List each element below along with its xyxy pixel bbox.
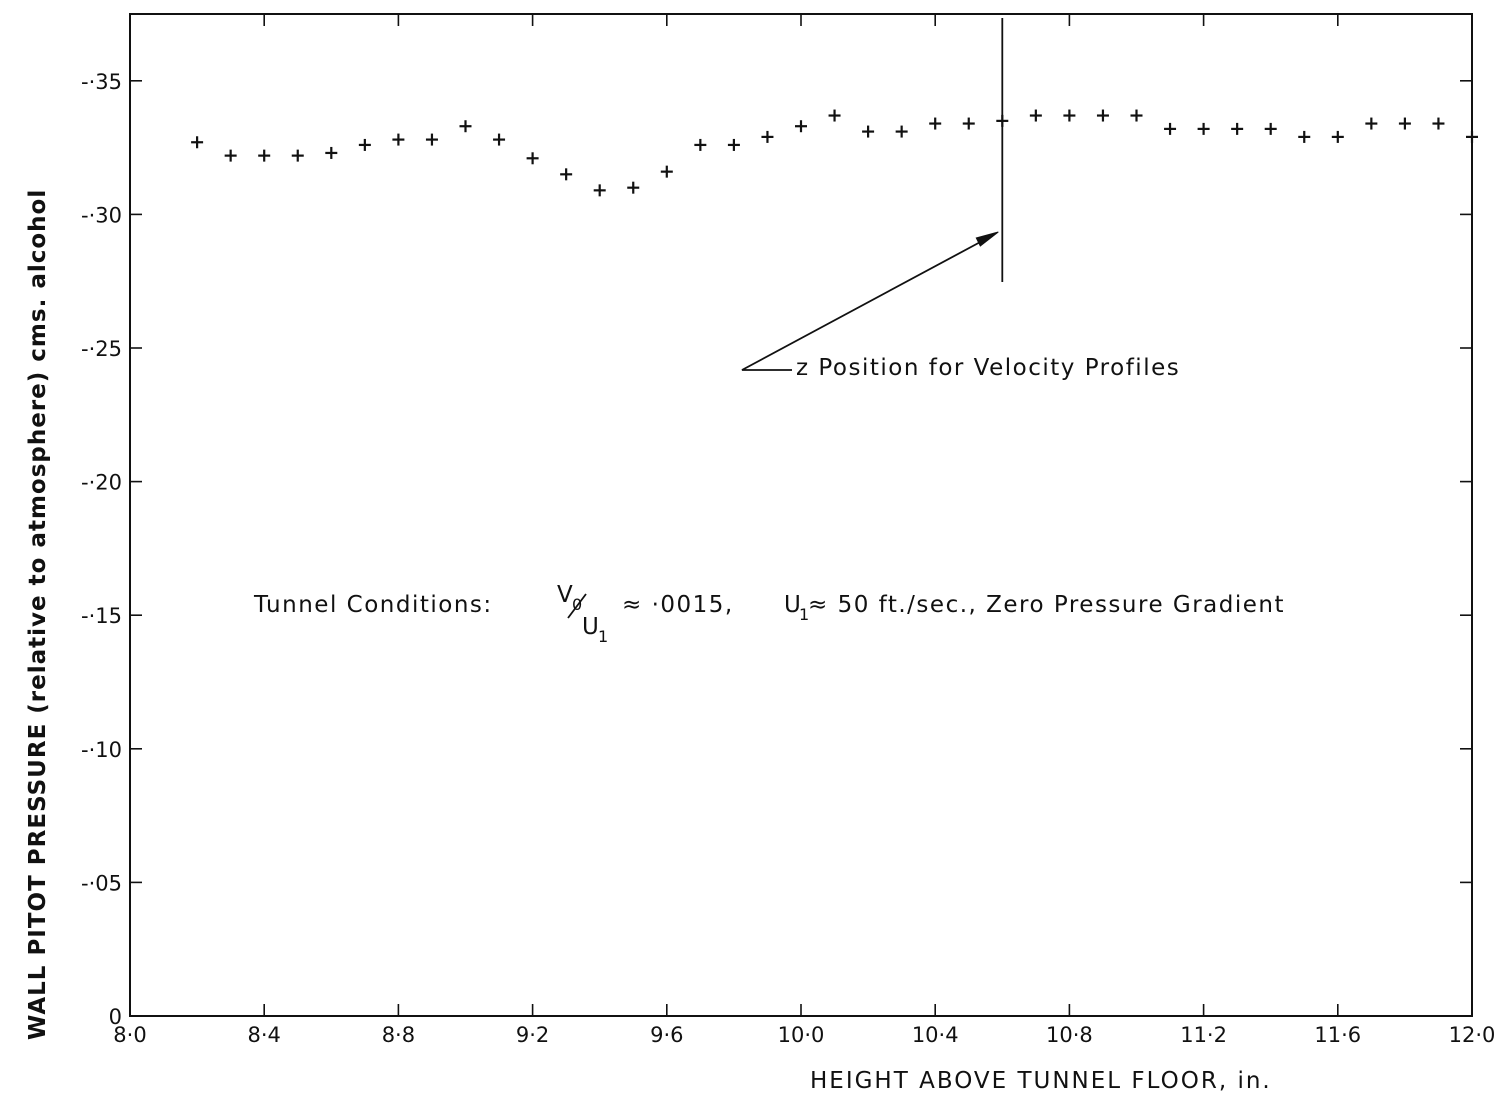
axis-ticks xyxy=(129,14,1473,1017)
position-arrow-head xyxy=(975,231,999,247)
u-symbol: U xyxy=(582,614,600,640)
x-tick-label: 11·6 xyxy=(1314,1023,1361,1047)
data-point xyxy=(1331,130,1344,143)
data-point xyxy=(258,149,271,162)
u-subscript: 1 xyxy=(598,627,610,646)
data-point xyxy=(660,165,673,178)
data-point xyxy=(1298,130,1311,143)
data-point xyxy=(1231,122,1244,135)
data-point xyxy=(560,168,573,181)
data-point xyxy=(795,120,807,133)
data-point xyxy=(627,181,640,194)
x-tick-label: 9·2 xyxy=(516,1023,549,1047)
data-point xyxy=(358,138,371,151)
y-tick-labels: 0 -·05 -·10 -·15 -·20 -·25 -·30 -·35 xyxy=(81,70,122,1029)
ratio-value: ≈ ·0015, xyxy=(622,592,734,618)
data-point xyxy=(1029,109,1042,122)
data-point xyxy=(1096,109,1109,122)
y-tick-label: -·10 xyxy=(81,738,122,762)
fraction-slash xyxy=(567,593,587,619)
x-tick-label: 12·0 xyxy=(1449,1023,1496,1047)
data-point xyxy=(526,152,539,165)
data-point xyxy=(694,138,707,151)
u1-value: ≈ 50 ft./sec., Zero Pressure Gradient xyxy=(808,592,1285,618)
data-point xyxy=(1432,117,1445,130)
plot-frame xyxy=(129,13,1473,1017)
data-point xyxy=(862,125,875,138)
data-point xyxy=(191,136,204,149)
y-tick-label: -·20 xyxy=(81,471,122,495)
data-point xyxy=(392,133,405,146)
y-tick-label: -·35 xyxy=(81,70,122,94)
x-tick-label: 8·0 xyxy=(113,1023,146,1047)
y-tick-label: -·25 xyxy=(81,337,122,361)
data-point xyxy=(1130,109,1143,122)
data-point xyxy=(1197,122,1210,135)
data-point xyxy=(593,184,606,197)
data-point xyxy=(1398,117,1411,130)
data-point xyxy=(493,133,506,146)
u1-symbol: U xyxy=(784,592,802,618)
data-point xyxy=(1164,122,1177,135)
x-tick-label: 8·8 xyxy=(382,1023,415,1047)
data-point xyxy=(929,117,942,130)
data-point xyxy=(224,149,237,162)
data-point xyxy=(962,117,975,130)
data-points xyxy=(191,109,1478,197)
data-point xyxy=(1466,130,1478,143)
data-point xyxy=(291,149,304,162)
u1-subscript: 1 xyxy=(799,605,811,624)
data-point xyxy=(459,120,472,133)
tunnel-conditions-annotation: Tunnel Conditions: V 0 U 1 ≈ ·0015, U 1 … xyxy=(253,582,1285,646)
x-tick-label: 10·8 xyxy=(1046,1023,1093,1047)
data-point xyxy=(895,125,908,138)
x-tick-label: 10·4 xyxy=(912,1023,959,1047)
data-point xyxy=(727,138,740,151)
tunnel-conditions-prefix: Tunnel Conditions: xyxy=(253,592,493,618)
x-tick-label: 8·4 xyxy=(247,1023,280,1047)
data-point xyxy=(1365,117,1378,130)
data-point xyxy=(761,130,774,143)
position-annotation-label: z Position for Velocity Profiles xyxy=(796,355,1180,381)
data-point xyxy=(425,133,438,146)
position-leader-line xyxy=(741,241,981,371)
y-tick-label: -·30 xyxy=(81,203,122,227)
y-axis-title: WALL PITOT PRESSURE (relative to atmosph… xyxy=(25,189,51,1040)
position-annotation: z Position for Velocity Profiles xyxy=(741,18,1180,381)
y-tick-label: -·05 xyxy=(81,871,122,895)
x-tick-label: 11·2 xyxy=(1180,1023,1227,1047)
data-point xyxy=(1063,109,1076,122)
x-tick-label: 10·0 xyxy=(778,1023,825,1047)
data-point xyxy=(325,146,338,159)
x-tick-labels: 8·0 8·4 8·8 9·2 9·6 10·0 10·4 10·8 11·2 11·6 12·0 xyxy=(113,1023,1495,1047)
x-axis-title: HEIGHT ABOVE TUNNEL FLOOR, in. xyxy=(810,1068,1272,1094)
v-symbol: V xyxy=(557,582,574,608)
y-tick-label: 0 xyxy=(109,1005,122,1029)
data-point xyxy=(828,109,841,122)
y-tick-label: -·15 xyxy=(81,604,122,628)
data-point xyxy=(1264,122,1277,135)
x-tick-label: 9·6 xyxy=(650,1023,683,1047)
